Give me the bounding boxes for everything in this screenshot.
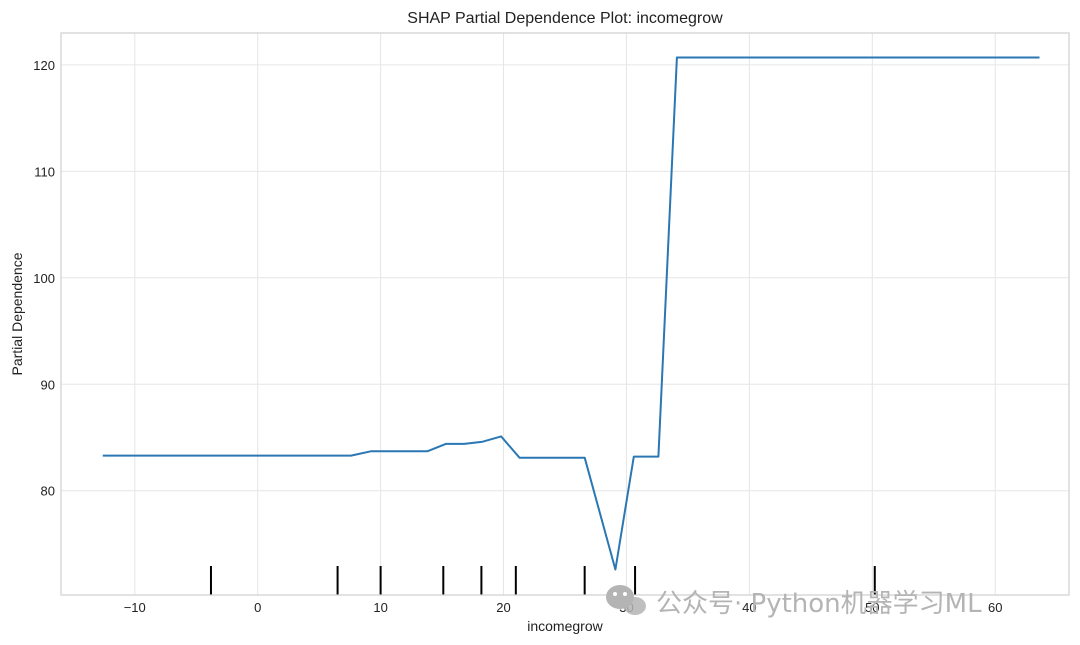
x-axis-label: incomegrow xyxy=(527,618,603,634)
chart-title: SHAP Partial Dependence Plot: incomegrow xyxy=(407,10,723,27)
watermark-text: 公众号· Python机器学习ML xyxy=(656,589,982,619)
wechat-icon xyxy=(606,585,646,615)
y-tick-labels: 80 90 100 110 120 xyxy=(33,58,55,499)
x-tick-label: 40 xyxy=(742,600,756,615)
y-tick-label: 80 xyxy=(41,484,55,499)
rug-marks xyxy=(209,566,876,595)
x-tick-label: 60 xyxy=(988,600,1002,615)
y-tick-label: 90 xyxy=(41,377,55,392)
y-axis-label: Partial Dependence xyxy=(9,252,25,375)
y-tick-label: 110 xyxy=(34,164,55,179)
x-tick-label: 0 xyxy=(254,600,261,615)
x-tick-label: −10 xyxy=(124,600,146,615)
grid-lines xyxy=(61,33,1069,595)
x-tick-label: 10 xyxy=(373,600,387,615)
y-tick-label: 120 xyxy=(33,58,55,73)
x-tick-label: 20 xyxy=(496,600,510,615)
plot-frame xyxy=(60,32,1070,596)
series-line xyxy=(102,56,1040,571)
x-tick-label: 50 xyxy=(865,600,879,615)
y-tick-label: 100 xyxy=(33,271,55,286)
watermark: 公众号· Python机器学习ML xyxy=(606,585,982,619)
